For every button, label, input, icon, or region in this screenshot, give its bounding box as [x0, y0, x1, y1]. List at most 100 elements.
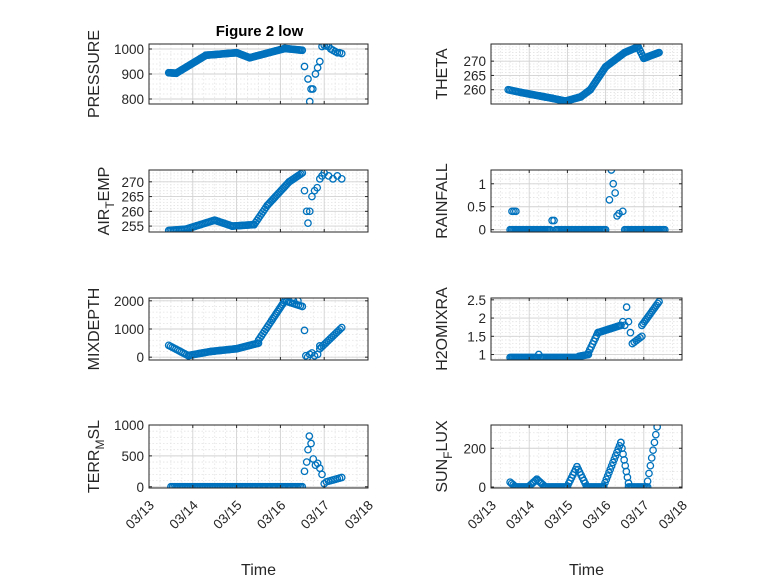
- x-tick-label: 03/14: [166, 497, 201, 532]
- data-point: [300, 467, 309, 476]
- x-tick-label: 03/16: [254, 498, 289, 533]
- plot-area: [491, 170, 682, 232]
- y-tick-label: 1.5: [467, 329, 486, 344]
- data-point: [302, 207, 311, 216]
- data-point: [308, 85, 317, 93]
- data-point: [511, 207, 520, 216]
- data-point: [315, 342, 324, 350]
- series-markers: [167, 432, 346, 488]
- panel-sun-flux: 0 200 03/13 03/14 03/15 03/16 03/17 03/18 Time SU…: [434, 420, 690, 579]
- y-axis-label-main: H2OMIXRA: [434, 287, 451, 371]
- y-tick-label: 900: [121, 67, 144, 82]
- data-point: [318, 470, 326, 479]
- data-point: [647, 454, 656, 462]
- y-tick-label: 255: [121, 219, 144, 234]
- data-point: [298, 170, 307, 177]
- y-axis-label-suffix: EMP: [96, 167, 113, 202]
- y-axis-label-subscript: M: [93, 440, 107, 450]
- y-axis-label: MIXDEPTH: [86, 288, 103, 371]
- data-point: [337, 473, 346, 482]
- x-tick-label: 03/14: [503, 497, 538, 532]
- x-tick-label: 03/13: [465, 498, 500, 533]
- data-point: [254, 339, 263, 347]
- y-axis-label-main: THETA: [434, 48, 451, 100]
- chart-title: Figure 2 low: [216, 23, 304, 40]
- data-point: [645, 469, 653, 478]
- series-markers: [164, 170, 346, 232]
- data-point: [301, 351, 310, 360]
- data-point: [601, 225, 610, 232]
- data-point: [336, 325, 344, 334]
- x-tick-label: 03/16: [579, 498, 614, 533]
- data-point: [618, 317, 627, 326]
- data-point: [613, 212, 621, 220]
- data-point: [337, 49, 346, 58]
- data-point: [305, 207, 314, 216]
- data-point: [304, 75, 312, 83]
- data-point: [333, 48, 342, 57]
- data-point: [611, 189, 620, 197]
- axes-box: [490, 424, 683, 489]
- y-axis-label: PRESSURE: [86, 30, 103, 118]
- y-tick-label: 0.5: [467, 200, 486, 215]
- y-axis-label: TERRMSL: [86, 420, 107, 493]
- y-axis-label-main: AIR: [96, 209, 113, 236]
- data-point: [615, 209, 623, 218]
- data-point: [550, 216, 558, 225]
- data-point: [298, 302, 307, 311]
- axes-box: [148, 169, 369, 233]
- data-point: [300, 186, 309, 195]
- panel-terr-msl: 0 500 1000 03/13 03/14 03/15 03/16 03/17 03/18 Ti…: [86, 418, 376, 579]
- series-markers: [164, 44, 346, 104]
- y-tick-label: 265: [121, 190, 144, 205]
- y-axis-label-subscript: T: [103, 201, 117, 209]
- y-tick-label: 260: [463, 83, 486, 98]
- y-axis-label-suffix: LUX: [434, 420, 451, 451]
- data-point: [624, 317, 633, 326]
- y-tick-label: 260: [121, 204, 144, 219]
- y-tick-label: 1000: [114, 418, 144, 433]
- data-point: [300, 62, 309, 71]
- axes-box: [490, 297, 683, 361]
- y-axis-label-main: MIXDEPTH: [86, 288, 103, 371]
- data-point: [304, 445, 312, 454]
- y-tick-label: 200: [463, 441, 486, 456]
- panel-pressure: 800 900 1000 PRESSURE Figure 2 low: [86, 23, 369, 118]
- series-markers: [164, 298, 346, 360]
- data-point: [655, 48, 663, 57]
- y-tick-label: 0: [478, 480, 486, 495]
- data-point: [302, 458, 311, 466]
- y-tick-label: 270: [463, 54, 486, 69]
- data-point: [609, 179, 618, 188]
- x-axis-label: Time: [569, 562, 604, 579]
- y-axis-label-main: TERR: [86, 450, 103, 494]
- y-tick-label: 1000: [114, 322, 144, 337]
- y-tick-label: 0: [136, 350, 144, 365]
- data-point: [534, 350, 543, 359]
- y-tick-label: 2: [478, 311, 486, 326]
- data-point: [337, 175, 346, 183]
- y-axis-label-suffix: SL: [86, 420, 103, 440]
- data-point: [546, 225, 555, 232]
- y-axis-label-main: PRESSURE: [86, 30, 103, 118]
- y-tick-label: 1: [478, 348, 486, 363]
- data-point: [313, 350, 322, 359]
- y-tick-label: 1000: [114, 42, 144, 57]
- data-point: [622, 303, 631, 311]
- y-axis-label: H2OMIXRA: [434, 287, 451, 371]
- x-tick-label: 03/18: [342, 498, 377, 533]
- y-tick-label: 2000: [114, 294, 144, 309]
- y-axis-label: AIRTEMP: [96, 167, 117, 236]
- y-tick-label: 2.5: [467, 293, 486, 308]
- x-tick-label: 03/15: [541, 498, 576, 533]
- y-tick-label: 500: [121, 449, 144, 464]
- y-tick-label: 270: [121, 175, 144, 190]
- data-point: [643, 477, 652, 486]
- series-markers: [506, 170, 669, 232]
- data-point: [638, 332, 646, 341]
- data-point: [296, 170, 305, 178]
- x-tick-label: 03/17: [298, 498, 333, 533]
- panel-h2omixra: 1 1.5 2 2.5 H2OMIXRA: [434, 287, 683, 371]
